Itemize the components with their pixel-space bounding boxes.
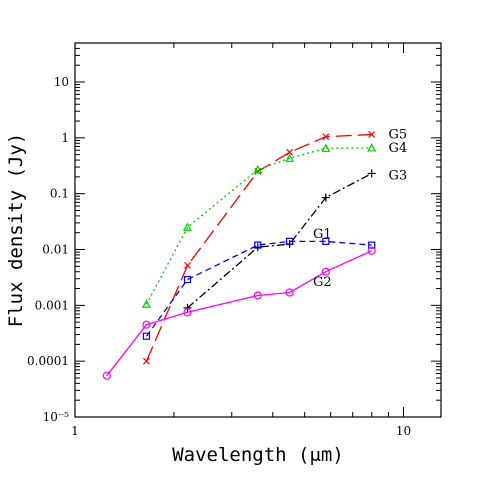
data-point-g5: [322, 133, 330, 141]
series-label-g3: G3: [389, 169, 408, 184]
data-point-g1: [142, 332, 151, 340]
data-point-g1: [183, 275, 192, 284]
data-point-g1: [368, 241, 376, 249]
plot-frame: [74, 42, 442, 418]
series-layer: [102, 131, 377, 380]
data-point-g1: [254, 241, 262, 249]
data-point-g1: [286, 237, 294, 245]
series-line-g3: [187, 172, 373, 309]
y-tick-label: 10⁻⁵: [43, 410, 70, 424]
data-point-g5: [143, 357, 150, 365]
series-g1: [142, 237, 376, 340]
series-g4: [141, 143, 377, 308]
data-point-g3: [367, 169, 376, 178]
y-tick-label: 0.0001: [27, 354, 69, 368]
series-line-g1: [145, 240, 372, 337]
x-tick-label: 1: [71, 424, 79, 438]
data-point-g2: [253, 291, 262, 300]
data-point-g4: [285, 153, 295, 162]
series-label-g1: G1: [313, 227, 332, 242]
y-tick-label: 10: [54, 75, 69, 89]
data-point-g4: [253, 164, 263, 174]
y-tick-label: 1: [61, 131, 69, 145]
data-point-g2: [102, 371, 111, 380]
data-point-g5: [286, 148, 294, 156]
data-point-g5: [368, 131, 376, 138]
data-point-g4: [321, 143, 331, 152]
series-label-g2: G2: [313, 275, 332, 290]
series-g3: [183, 169, 376, 312]
data-point-g3: [321, 193, 330, 202]
data-point-g2: [142, 320, 151, 329]
y-axis-title: Flux density (Jy): [5, 133, 27, 327]
x-tick-label: 10: [396, 424, 411, 438]
data-point-g2: [321, 267, 330, 276]
data-point-g2: [183, 308, 192, 317]
y-tick-label: 0.1: [50, 187, 69, 201]
y-tick-label: 0.01: [42, 243, 69, 257]
data-point-g3: [183, 303, 192, 312]
data-point-g4: [141, 299, 151, 308]
series-line-g2: [106, 250, 372, 377]
data-point-g4: [367, 143, 377, 152]
data-point-g5: [184, 261, 191, 269]
series-g2: [102, 246, 376, 380]
series-label-g4: G4: [389, 141, 408, 156]
data-point-g2: [285, 288, 294, 297]
y-tick-label: 0.001: [35, 298, 69, 312]
data-point-g1: [322, 237, 330, 245]
data-point-g4: [183, 222, 193, 231]
data-point-g2: [367, 246, 376, 255]
x-axis-title: Wavelength (μm): [172, 444, 344, 466]
axes: 1 10 10⁻⁵ 0.0001 0.001 0.01 0.1 1 10 Wavelength (…: [5, 42, 442, 466]
series-label-g5: G5: [389, 127, 408, 142]
